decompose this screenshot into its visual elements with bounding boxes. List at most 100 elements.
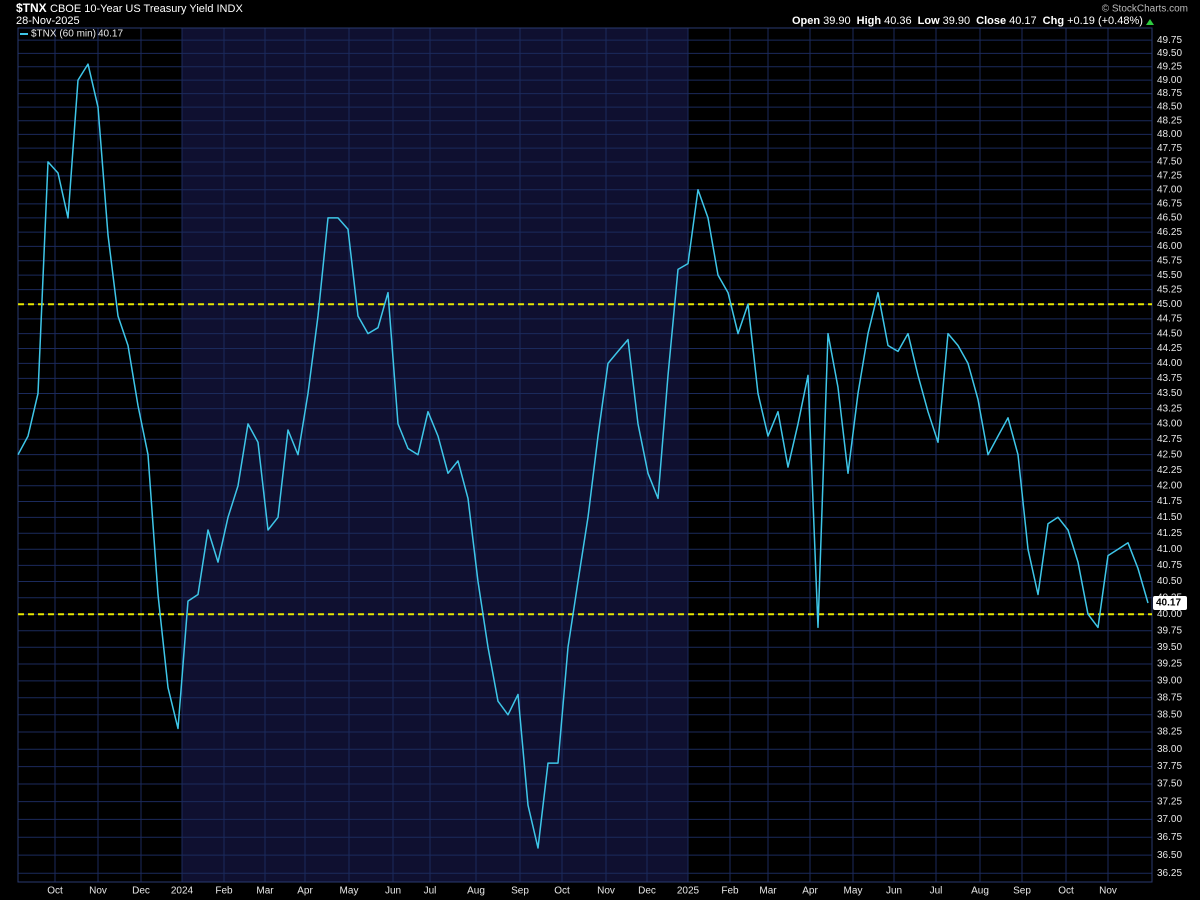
y-tick-label: 47.50 (1157, 157, 1182, 168)
y-tick-label: 48.75 (1157, 88, 1182, 99)
x-tick-label: Oct (554, 886, 570, 897)
last-value-tag (1153, 596, 1187, 611)
x-tick-label: May (340, 886, 359, 897)
y-tick-label: 37.00 (1157, 814, 1182, 825)
x-tick-label: Nov (1099, 886, 1117, 897)
quote-label: High (857, 15, 882, 27)
quote-label: Close (976, 15, 1006, 27)
y-tick-label: 42.25 (1157, 465, 1182, 476)
quote-bar: Open 39.90 High 40.36 Low 39.90 Close 40.17 Chg +… (792, 15, 1143, 27)
y-tick-label: 37.75 (1157, 761, 1182, 772)
y-tick-label: 44.75 (1157, 314, 1182, 325)
x-tick-label: Dec (132, 886, 150, 897)
y-tick-label: 46.75 (1157, 198, 1182, 209)
x-tick-label: Jul (930, 886, 943, 897)
y-tick-label: 48.50 (1157, 102, 1182, 113)
y-tick-label: 43.25 (1157, 403, 1182, 414)
y-tick-label: 49.00 (1157, 75, 1182, 86)
x-tick-label: 2025 (677, 886, 700, 897)
y-tick-label: 39.50 (1157, 642, 1182, 653)
y-tick-label: 36.50 (1157, 850, 1182, 861)
plot-area: 36.25 36.50 36.75 37.00 37.25 37.50 37.75 38.00… (17, 27, 1187, 897)
y-tick-label: 43.00 (1157, 419, 1182, 430)
last-value-label: 40.17 (1156, 598, 1181, 609)
y-tick-label: 39.00 (1157, 675, 1182, 686)
x-tick-label: Dec (638, 886, 656, 897)
y-tick-label: 38.00 (1157, 744, 1182, 755)
y-tick-label: 40.00 (1157, 609, 1182, 620)
x-tick-label: Nov (89, 886, 107, 897)
x-tick-label: Sep (511, 886, 529, 897)
y-tick-label: 43.75 (1157, 373, 1182, 384)
y-tick-label: 36.75 (1157, 832, 1182, 843)
quote-value: 39.90 (823, 15, 851, 27)
security-name: CBOE 10-Year US Treasury Yield INDX (50, 3, 243, 15)
price-line (17, 63, 1149, 849)
y-tick-label: 40.75 (1157, 560, 1182, 571)
x-tick-label: Jun (886, 886, 902, 897)
y-tick-label: 46.00 (1157, 241, 1182, 252)
y-tick-label: 46.25 (1157, 227, 1182, 238)
x-tick-label: May (844, 886, 863, 897)
legend-value: 40.17 (98, 29, 123, 40)
x-tick-label: 2024 (171, 886, 194, 897)
quote-value: 40.36 (884, 15, 912, 27)
y-tick-label: 44.25 (1157, 343, 1182, 354)
y-tick-label: 45.00 (1157, 299, 1182, 310)
y-tick-label: 44.50 (1157, 328, 1182, 339)
y-tick-label: 38.75 (1157, 692, 1182, 703)
quote-value: 40.17 (1009, 15, 1037, 27)
quote-value: +0.19 (+0.48%) (1067, 15, 1143, 27)
y-tick-label: 46.50 (1157, 213, 1182, 224)
y-tick-label: 39.75 (1157, 625, 1182, 636)
legend-label: $TNX (60 min) (31, 29, 96, 40)
x-tick-label: Mar (759, 886, 777, 897)
y-tick-label: 37.25 (1157, 796, 1182, 807)
y-tick-label: 42.00 (1157, 480, 1182, 491)
y-tick-label: 45.50 (1157, 270, 1182, 281)
quote-label: Open (792, 15, 820, 27)
y-tick-label: 47.75 (1157, 143, 1182, 154)
x-tick-label: Jul (424, 886, 437, 897)
x-tick-label: Oct (1058, 886, 1074, 897)
y-tick-label: 48.25 (1157, 115, 1182, 126)
x-tick-label: Sep (1013, 886, 1031, 897)
y-tick-label: 41.25 (1157, 528, 1182, 539)
y-tick-label: 47.25 (1157, 170, 1182, 181)
y-tick-label: 49.75 (1157, 35, 1182, 46)
x-tick-label: Aug (467, 886, 485, 897)
y-tick-label: 38.25 (1157, 727, 1182, 738)
y-tick-label: 48.00 (1157, 129, 1182, 140)
y-tick-label: 41.75 (1157, 496, 1182, 507)
y-tick-label: 41.00 (1157, 544, 1182, 555)
y-tick-label: 36.25 (1157, 868, 1182, 879)
x-tick-label: Oct (47, 886, 63, 897)
quote-label: Chg (1043, 15, 1064, 27)
watermark: © StockCharts.com (1102, 4, 1188, 15)
y-tick-label: 41.50 (1157, 512, 1182, 523)
y-tick-label: 49.50 (1157, 48, 1182, 59)
x-tick-label: Nov (597, 886, 615, 897)
y-tick-label: 42.50 (1157, 449, 1182, 460)
y-tick-label: 44.00 (1157, 358, 1182, 369)
up-arrow (1146, 19, 1154, 25)
y-tick-label: 38.50 (1157, 709, 1182, 720)
x-tick-label: Feb (721, 886, 739, 897)
y-tick-label: 43.50 (1157, 388, 1182, 399)
x-tick-label: Aug (971, 886, 989, 897)
plot-border (17, 27, 1153, 883)
symbol: $TNX (16, 1, 47, 15)
x-tick-label: Jun (385, 886, 401, 897)
y-tick-label: 47.00 (1157, 184, 1182, 195)
quote-label: Low (918, 15, 940, 27)
y-tick-label: 49.25 (1157, 61, 1182, 72)
y-tick-label: 45.25 (1157, 284, 1182, 295)
quote-value: 39.90 (943, 15, 971, 27)
y-tick-label: 40.50 (1157, 576, 1182, 587)
y-tick-label: 37.50 (1157, 779, 1182, 790)
x-tick-label: Apr (297, 886, 313, 897)
y-tick-label: 45.75 (1157, 255, 1182, 266)
y-tick-label: 42.75 (1157, 434, 1182, 445)
